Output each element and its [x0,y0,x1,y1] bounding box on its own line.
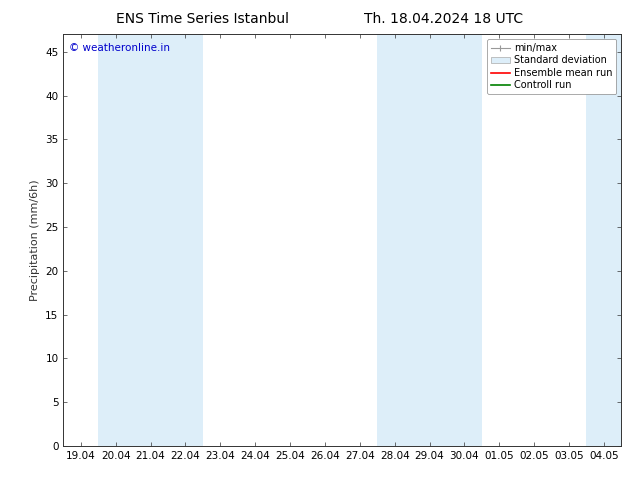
Bar [377,34,482,446]
Text: Th. 18.04.2024 18 UTC: Th. 18.04.2024 18 UTC [365,12,523,26]
Bar [98,34,203,446]
Text: © weatheronline.in: © weatheronline.in [69,43,170,52]
Legend: min/max, Standard deviation, Ensemble mean run, Controll run: min/max, Standard deviation, Ensemble me… [487,39,616,94]
Y-axis label: Precipitation (mm/6h): Precipitation (mm/6h) [30,179,40,301]
Text: ENS Time Series Istanbul: ENS Time Series Istanbul [117,12,289,26]
Bar [586,34,621,446]
